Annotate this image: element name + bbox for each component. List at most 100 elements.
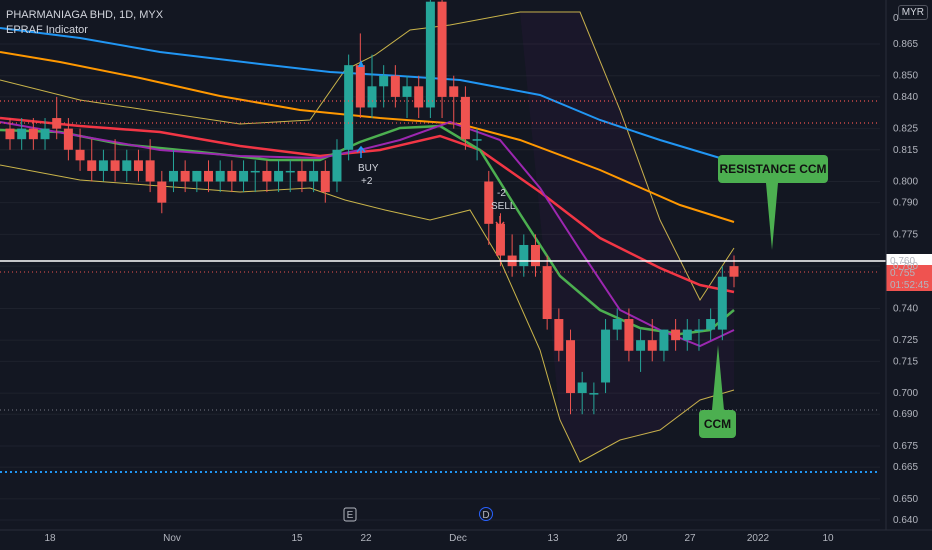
candle[interactable]: [577, 371, 587, 415]
band-lower: [0, 164, 735, 463]
candle[interactable]: [40, 118, 50, 150]
current-price-label: 0.755: [890, 268, 915, 279]
candle[interactable]: [589, 382, 599, 415]
symbol-title[interactable]: PHARMANIAGA BHD, 1D, MYX: [6, 9, 164, 21]
candle[interactable]: [122, 149, 132, 182]
candle[interactable]: [682, 319, 692, 351]
candle[interactable]: [180, 160, 190, 193]
candle[interactable]: [274, 160, 284, 193]
candle-body: [636, 340, 646, 351]
candle[interactable]: [542, 255, 552, 330]
candle-body: [542, 266, 552, 320]
candle[interactable]: [519, 234, 529, 277]
candle[interactable]: [145, 139, 155, 193]
buy-signal-label: BUY: [358, 163, 379, 174]
candle-body: [566, 340, 576, 394]
currency-badge[interactable]: MYR: [897, 5, 928, 20]
candle-body: [671, 329, 681, 341]
candle-body: [5, 128, 15, 140]
candles[interactable]: [5, 0, 739, 415]
sell-signal-value: -2: [497, 188, 506, 199]
moving-averages: [0, 27, 735, 348]
candle[interactable]: [472, 128, 482, 161]
price-tick-label: 0: [893, 13, 899, 24]
candle[interactable]: [215, 160, 225, 193]
candle[interactable]: [706, 308, 716, 341]
candle-body: [145, 160, 155, 182]
candle[interactable]: [192, 170, 202, 193]
candle[interactable]: [168, 149, 178, 193]
candle-body: [63, 128, 73, 150]
buy-triangle-icon: [358, 60, 364, 67]
candle[interactable]: [355, 33, 365, 119]
candle-body: [472, 139, 482, 141]
candle[interactable]: [647, 319, 657, 362]
candle[interactable]: [717, 266, 727, 341]
candle[interactable]: [227, 160, 237, 193]
candle-body: [495, 223, 505, 256]
earnings-marker: [343, 507, 357, 522]
candle[interactable]: [379, 65, 389, 108]
candle[interactable]: [250, 160, 260, 193]
candle-body: [612, 319, 622, 330]
candle-body: [75, 149, 85, 161]
chart-legend: PHARMANIAGA BHD, 1D, MYX EPRAF Indicator: [6, 8, 163, 38]
candle[interactable]: [484, 170, 494, 245]
candle[interactable]: [75, 128, 85, 171]
candle[interactable]: [367, 54, 377, 119]
candle[interactable]: [414, 75, 424, 119]
candle[interactable]: [449, 75, 459, 129]
candle[interactable]: [17, 118, 27, 150]
candle[interactable]: [554, 308, 564, 362]
candle-body: [437, 1, 447, 97]
candle-body: [285, 170, 295, 173]
candle[interactable]: [63, 118, 73, 161]
candle[interactable]: [262, 160, 272, 193]
candle[interactable]: [624, 308, 634, 362]
indicator-title[interactable]: EPRAF Indicator: [6, 24, 88, 36]
candle-body: [87, 160, 97, 171]
candle[interactable]: [98, 149, 108, 182]
ma-blue-line: [0, 27, 721, 159]
candle[interactable]: [344, 54, 354, 161]
candle[interactable]: [612, 308, 622, 341]
candle[interactable]: [133, 149, 143, 182]
candle[interactable]: [28, 118, 38, 150]
candle[interactable]: [332, 139, 342, 193]
candle[interactable]: [694, 319, 704, 351]
ma-red-line: [0, 116, 735, 294]
candle-body: [168, 170, 178, 182]
candle[interactable]: [601, 319, 611, 394]
candle[interactable]: [87, 139, 97, 182]
candle[interactable]: [157, 170, 167, 214]
candle-body: [706, 319, 716, 330]
candle[interactable]: [320, 160, 330, 203]
candle[interactable]: [460, 86, 470, 150]
candle[interactable]: [566, 329, 576, 415]
candle[interactable]: [425, 0, 435, 119]
dividend-marker-label: D: [482, 510, 489, 521]
candle-body: [344, 65, 354, 150]
price-tick-label: 0.775: [893, 229, 918, 240]
grid: [0, 43, 880, 521]
candle-body: [379, 75, 389, 87]
candle[interactable]: [5, 118, 15, 150]
candle-body: [122, 160, 132, 171]
price-tick-label: 0.650: [893, 494, 918, 505]
candle[interactable]: [204, 160, 214, 193]
candle[interactable]: [110, 139, 120, 182]
candle[interactable]: [309, 160, 319, 193]
candle[interactable]: [297, 160, 307, 193]
countdown-label: 01:52:45: [890, 280, 929, 291]
candle[interactable]: [659, 329, 669, 362]
candle[interactable]: [285, 160, 295, 193]
candle[interactable]: [390, 65, 400, 108]
resistance-callout: RESISTANCE CCM: [718, 155, 828, 183]
candle[interactable]: [530, 234, 540, 277]
candle[interactable]: [636, 329, 646, 372]
candle[interactable]: [402, 75, 412, 119]
candle[interactable]: [437, 0, 447, 119]
candle[interactable]: [239, 160, 249, 193]
candle[interactable]: [671, 319, 681, 351]
